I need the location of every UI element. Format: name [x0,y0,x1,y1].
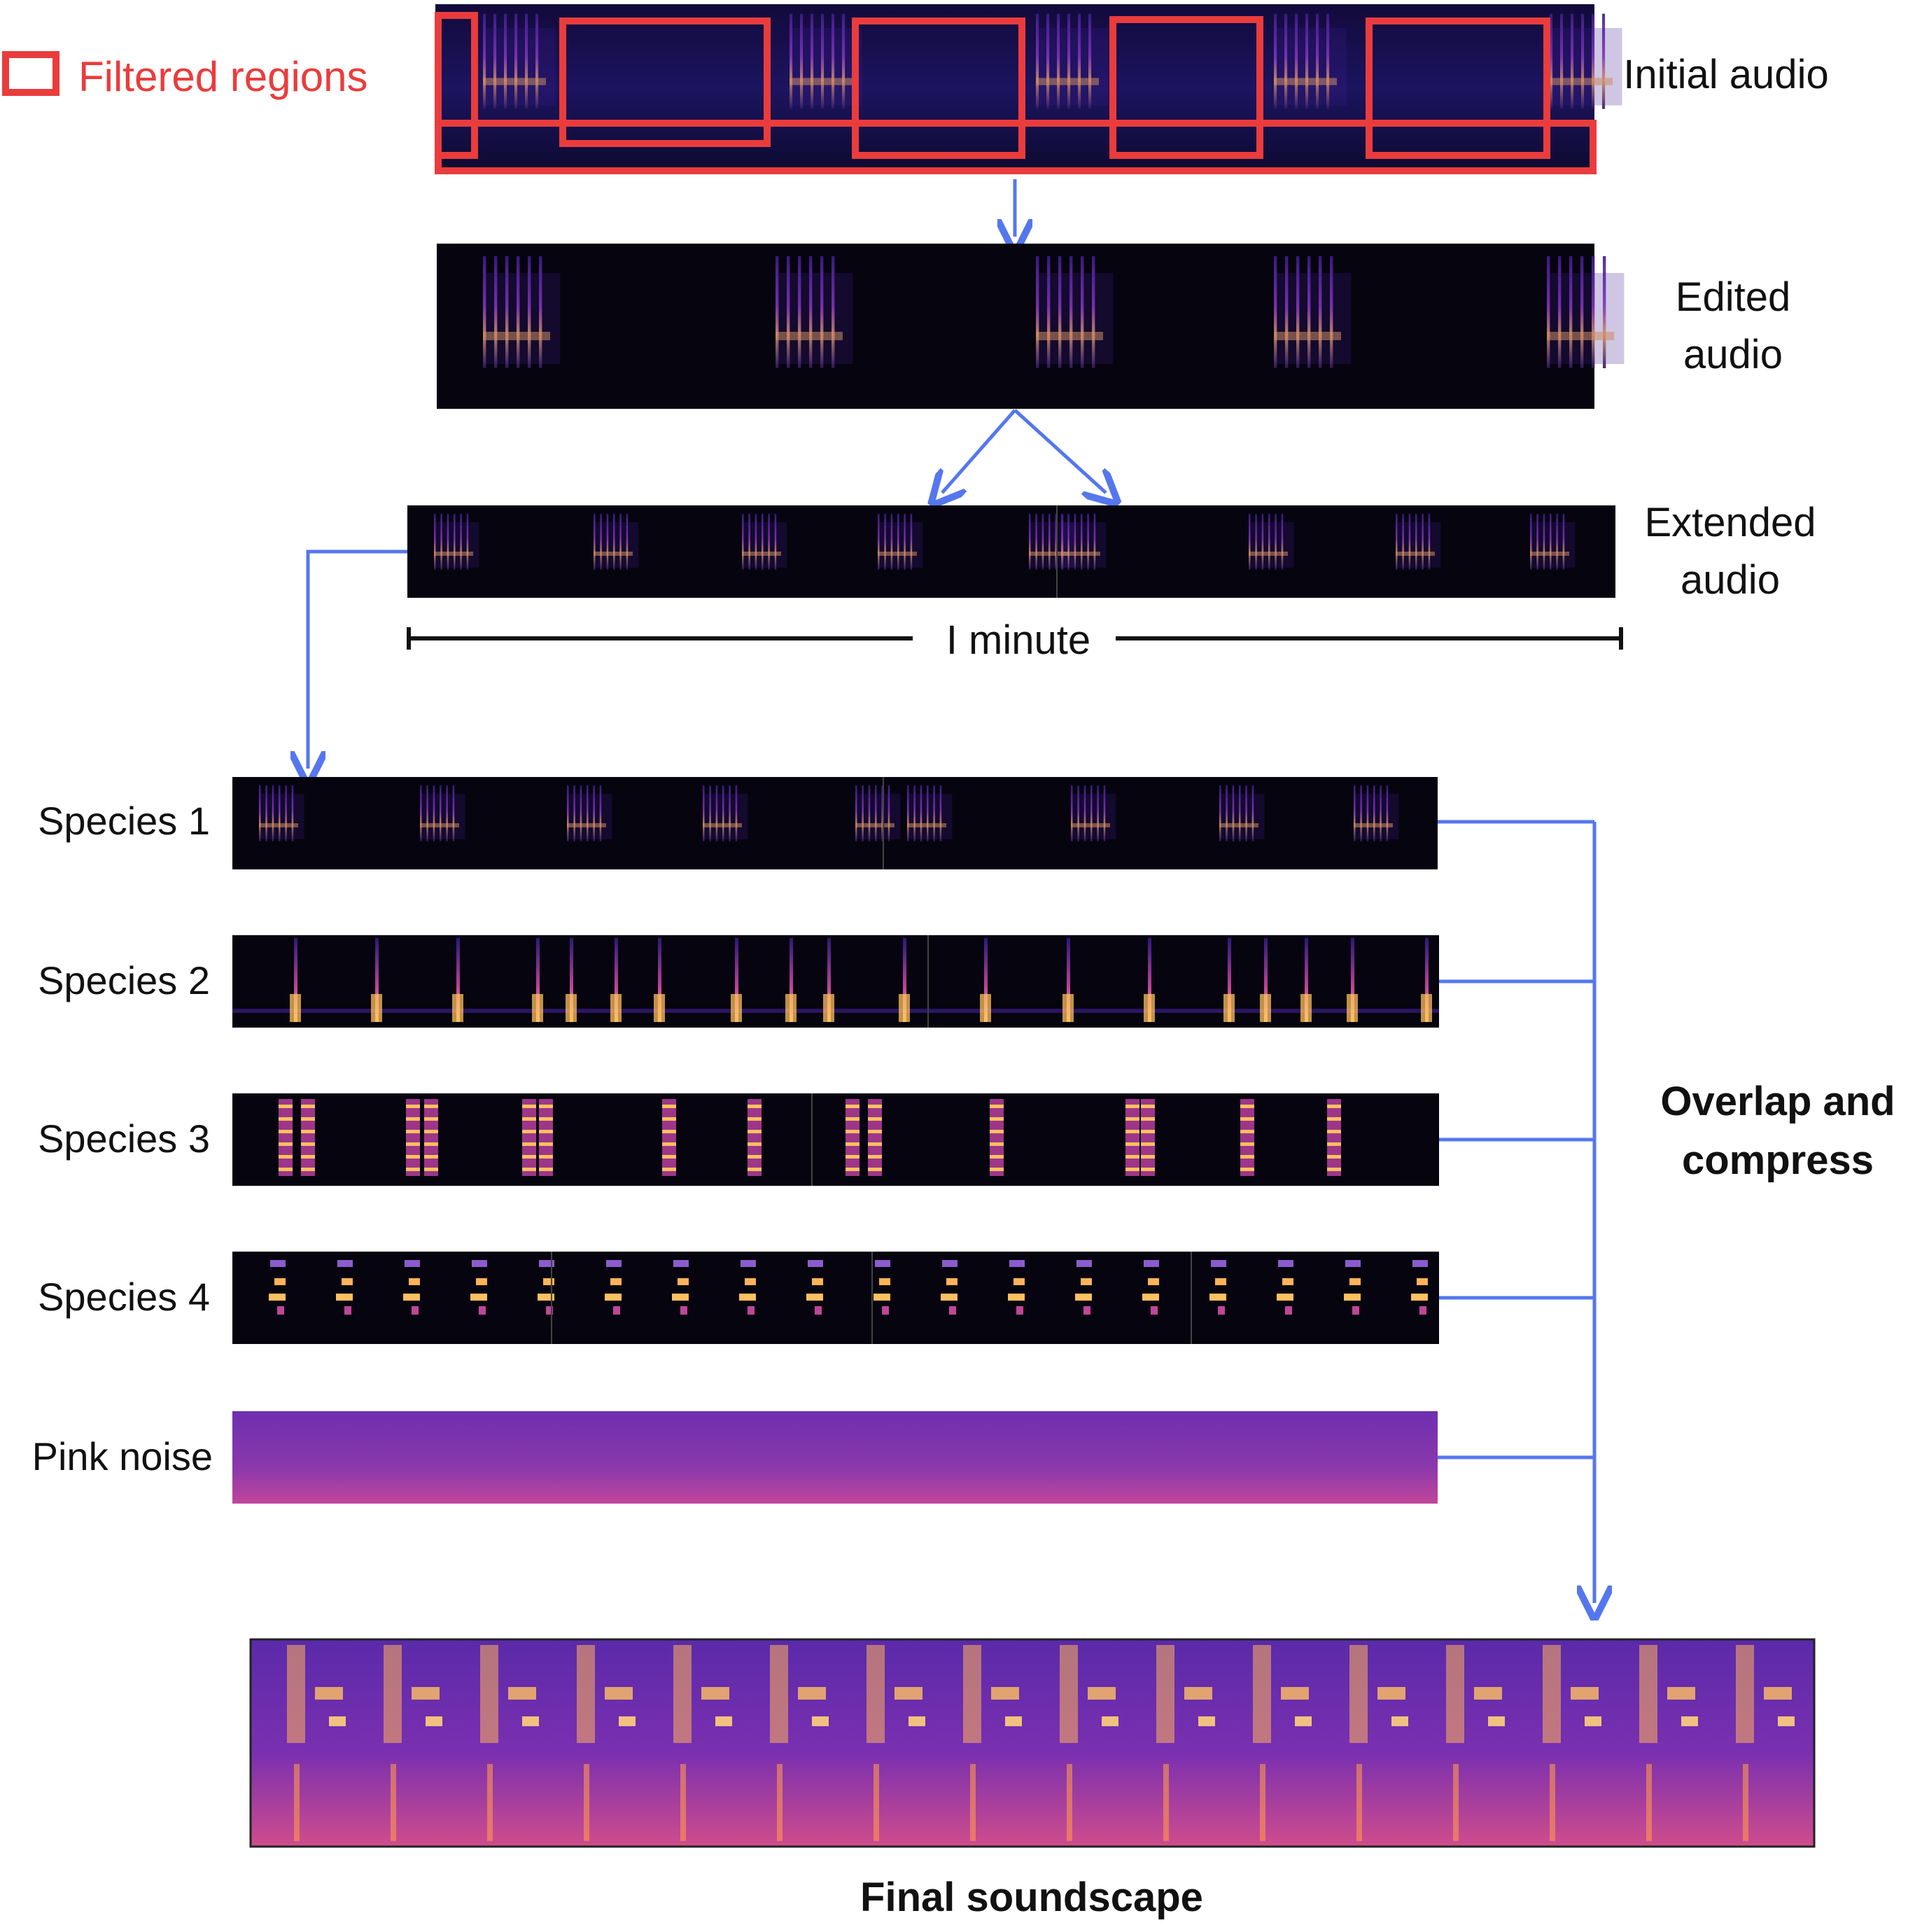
filtered-region-box [435,120,1597,174]
final-soundscape-label: Final soundscape [860,1875,1203,1920]
species-label-4: Species 4 [38,1275,210,1319]
pink-noise-label: Pink noise [31,1434,213,1478]
species-3-spectrogram [232,1093,1439,1186]
final-soundscape-spectrogram [249,1638,1816,1848]
species-4-spectrogram [232,1252,1439,1344]
filtered-region-box [435,12,478,159]
extended-audio-spectrogram [407,505,1615,598]
stage-label-extended: Extended audio [1644,500,1816,603]
legend-swatch-icon [2,51,59,96]
edited-audio-spectrogram [437,244,1625,409]
merge-connectors [1438,820,1594,1603]
filtered-region-box [852,18,1025,159]
duration-label: I minute [946,617,1091,663]
pink-noise-spectrogram [232,1411,1438,1504]
merge-label: Overlap and compress [1660,1079,1895,1183]
arrow-edited-to-extended-right [1013,409,1106,493]
arrow-edited-to-extended-left [942,409,1016,493]
legend-label: Filtered regions [78,53,368,100]
stage-label-initial: Initial audio [1623,52,1829,97]
species-2-spectrogram [232,935,1439,1028]
stage-label-edited: Edited audio [1675,274,1791,377]
arrow-extended-to-species [308,550,407,769]
filtered-region-box [1109,16,1263,159]
species-label-1: Species 1 [38,799,210,843]
species-label-3: Species 3 [38,1116,210,1161]
filtered-region-box [559,18,771,147]
species-1-spectrogram [232,777,1438,869]
duration-scale-bar [407,627,1623,650]
species-label-2: Species 2 [38,958,210,1002]
filtered-region-box [1366,18,1550,159]
initial-audio-spectrogram [435,4,1622,174]
filtered-region-boxes [435,12,1597,174]
